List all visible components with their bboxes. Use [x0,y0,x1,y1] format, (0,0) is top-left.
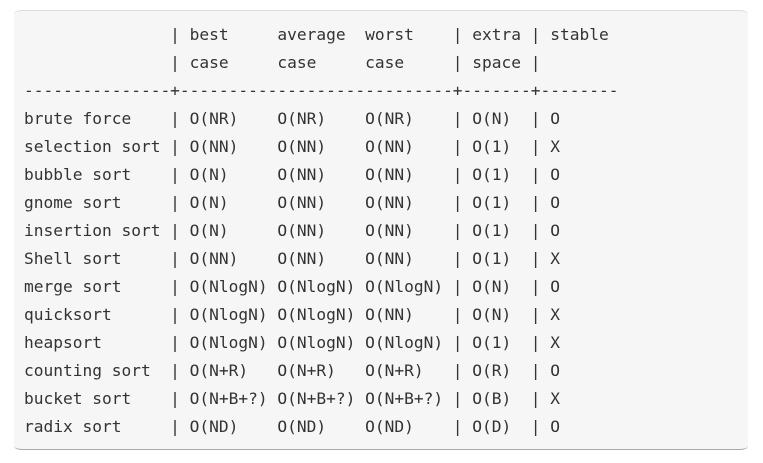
code-block: | best average worst | extra | stable | … [14,10,748,450]
table-row-counting-sort: counting sort | O(N+R) O(N+R) O(N+R) | O… [24,361,561,380]
sorting-complexity-table: | best average worst | extra | stable | … [24,21,619,441]
table-header-line-1: | best average worst | extra | stable [24,25,609,44]
table-row-shell-sort: Shell sort | O(NN) O(NN) O(NN) | O(1) | … [24,249,561,268]
table-row-insertion-sort: insertion sort | O(N) O(NN) O(NN) | O(1)… [24,221,561,240]
table-row-bubble-sort: bubble sort | O(N) O(NN) O(NN) | O(1) | … [24,165,561,184]
table-row-quicksort: quicksort | O(NlogN) O(NlogN) O(NN) | O(… [24,305,561,324]
table-separator: ---------------+------------------------… [24,81,619,100]
table-row-merge-sort: merge sort | O(NlogN) O(NlogN) O(NlogN) … [24,277,561,296]
table-row-heapsort: heapsort | O(NlogN) O(NlogN) O(NlogN) | … [24,333,561,352]
table-header-line-2: | case case case | space | [24,53,541,72]
table-row-brute-force: brute force | O(NR) O(NR) O(NR) | O(N) |… [24,109,561,128]
table-row-gnome-sort: gnome sort | O(N) O(NN) O(NN) | O(1) | O [24,193,561,212]
table-row-bucket-sort: bucket sort | O(N+B+?) O(N+B+?) O(N+B+?)… [24,389,561,408]
table-row-selection-sort: selection sort | O(NN) O(NN) O(NN) | O(1… [24,137,561,156]
table-row-radix-sort: radix sort | O(ND) O(ND) O(ND) | O(D) | … [24,417,561,436]
